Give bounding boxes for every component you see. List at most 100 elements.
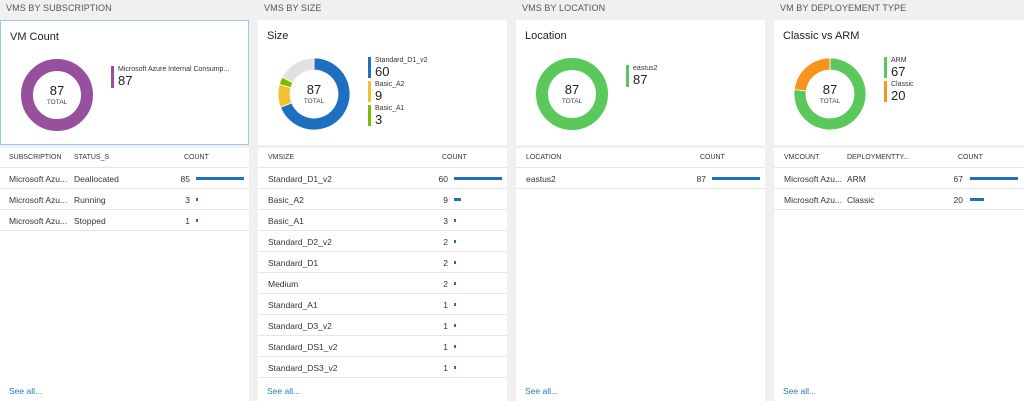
vmsize-cell: Basic_A1 xyxy=(268,216,304,226)
table-row[interactable]: Standard_D1_v2 60 xyxy=(258,168,507,189)
count-cell: 85 xyxy=(180,174,190,184)
tile-size[interactable]: Size 87 TOTAL Standard_D1_v2 60 Basic_A2… xyxy=(258,20,507,145)
header-location[interactable]: LOCATION xyxy=(526,154,562,161)
column-title: VMS BY SIZE xyxy=(264,3,322,13)
vmcount-cell: Microsoft Azu... xyxy=(784,174,843,184)
header-vmcount[interactable]: VMCOUNT xyxy=(784,154,820,161)
legend-item: eastus2 87 xyxy=(626,64,658,88)
legend: Standard_D1_v2 60 Basic_A2 9 Basic_A1 3 xyxy=(368,56,428,128)
see-all-link[interactable]: See all... xyxy=(267,386,301,396)
header-count[interactable]: COUNT xyxy=(700,154,725,161)
donut-chart xyxy=(278,58,350,130)
legend-value: 20 xyxy=(891,88,906,103)
donut-total: 87 xyxy=(49,82,65,98)
table-row[interactable]: Standard_A1 1 xyxy=(258,294,507,315)
tile-location[interactable]: Location 87 TOTAL eastus2 87 xyxy=(516,20,765,145)
donut-total-label: TOTAL xyxy=(561,97,583,105)
table-row[interactable]: Basic_A2 9 xyxy=(258,189,507,210)
legend-name: ARM xyxy=(891,57,907,64)
donut-segment xyxy=(536,58,608,130)
table-row[interactable]: Microsoft Azu... Running 3 xyxy=(0,189,249,210)
count-cell: 3 xyxy=(185,195,190,205)
column-title: VMS BY SUBSCRIPTION xyxy=(6,3,112,13)
tile-title: Size xyxy=(267,30,289,42)
header-subscription[interactable]: SUBSCRIPTION xyxy=(9,154,62,161)
column-title: VM BY DEPLOYEMENT TYPE xyxy=(780,3,907,13)
subscription-cell: Microsoft Azu... xyxy=(9,216,68,226)
table-row[interactable]: Basic_A1 3 xyxy=(258,210,507,231)
status-cell: Running xyxy=(74,195,106,205)
count-bar xyxy=(712,177,760,180)
column-vms-by-subscription: VMS BY SUBSCRIPTION VM Count 87 TOTAL Mi… xyxy=(0,0,249,401)
count-cell: 2 xyxy=(443,237,448,247)
vmsize-cell: Standard_A1 xyxy=(268,300,318,310)
header-deployment-type[interactable]: DEPLOYMENTTY... xyxy=(847,154,910,161)
legend-value: 87 xyxy=(118,73,133,88)
status-cell: Deallocated xyxy=(74,174,119,184)
header-count[interactable]: COUNT xyxy=(184,154,209,161)
header-vmsize[interactable]: VMSIZE xyxy=(268,154,295,161)
legend-name: Basic_A1 xyxy=(375,105,405,112)
count-bar xyxy=(454,219,456,222)
legend-item: ARM 67 xyxy=(884,56,914,80)
legend-swatch xyxy=(111,66,114,88)
count-bar xyxy=(454,177,502,180)
count-bar xyxy=(454,303,456,306)
table-row[interactable]: Standard_D3_v2 1 xyxy=(258,315,507,336)
legend-name: Basic_A2 xyxy=(375,81,405,88)
count-bar xyxy=(970,177,1018,180)
legend-swatch xyxy=(626,65,629,87)
legend-value: 87 xyxy=(633,72,648,87)
subscription-cell: Microsoft Azu... xyxy=(9,195,68,205)
donut-segment xyxy=(21,59,93,131)
donut-total: 87 xyxy=(822,81,838,97)
table-row[interactable]: Standard_D2_v2 2 xyxy=(258,231,507,252)
tile-vm-count[interactable]: VM Count 87 TOTAL Microsoft Azure Intern… xyxy=(0,20,249,145)
count-cell: 1 xyxy=(185,216,190,226)
header-count[interactable]: COUNT xyxy=(442,154,467,161)
legend-value: 9 xyxy=(375,88,383,103)
status-cell: Stopped xyxy=(74,216,106,226)
count-bar xyxy=(454,198,461,201)
donut-chart xyxy=(21,59,93,131)
table-row[interactable]: Microsoft Azu... Classic 20 xyxy=(774,189,1024,210)
count-bar xyxy=(454,324,456,327)
count-cell: 3 xyxy=(443,216,448,226)
table-row[interactable]: Standard_DS3_v2 1 xyxy=(258,357,507,378)
tile-title: Classic vs ARM xyxy=(783,30,860,42)
see-all-link[interactable]: See all... xyxy=(783,386,817,396)
donut-total-label: TOTAL xyxy=(46,98,68,106)
header-status[interactable]: STATUS_S xyxy=(74,154,110,161)
list-location: LOCATION COUNT eastus2 87 See all... xyxy=(516,148,765,401)
header-count[interactable]: COUNT xyxy=(958,154,983,161)
see-all-link[interactable]: See all... xyxy=(525,386,559,396)
donut-chart xyxy=(794,58,866,130)
table-row[interactable]: Medium 2 xyxy=(258,273,507,294)
column-vm-by-deployment-type: VM BY DEPLOYEMENT TYPE Classic vs ARM 87… xyxy=(774,0,1024,401)
table-row[interactable]: Microsoft Azu... Deallocated 85 xyxy=(0,168,249,189)
count-cell: 2 xyxy=(443,258,448,268)
donut-segment xyxy=(281,58,315,84)
list-header: LOCATION COUNT xyxy=(516,148,765,168)
count-cell: 87 xyxy=(696,174,706,184)
legend-swatch xyxy=(368,81,371,102)
list-subscription: SUBSCRIPTION STATUS_S COUNT Microsoft Az… xyxy=(0,148,249,401)
size-rows: Standard_D1_v2 60 Basic_A2 9 Basic_A1 3 Standa… xyxy=(258,168,507,378)
table-row[interactable]: Standard_DS1_v2 1 xyxy=(258,336,507,357)
table-row[interactable]: Microsoft Azu... ARM 67 xyxy=(774,168,1024,189)
see-all-link[interactable]: See all... xyxy=(9,386,43,396)
donut-segment xyxy=(280,58,350,130)
count-bar xyxy=(454,282,456,285)
tile-title: VM Count xyxy=(10,31,59,43)
count-bar xyxy=(454,261,456,264)
table-row[interactable]: Standard_D1 2 xyxy=(258,252,507,273)
count-bar xyxy=(196,177,244,180)
count-cell: 1 xyxy=(443,342,448,352)
donut-total-label: TOTAL xyxy=(303,97,325,105)
tile-classic-vs-arm[interactable]: Classic vs ARM 87 TOTAL ARM 67 Classic 2… xyxy=(774,20,1024,145)
legend-swatch xyxy=(368,105,371,126)
legend-item: Standard_D1_v2 60 xyxy=(368,56,428,80)
vmsize-cell: Standard_D1 xyxy=(268,258,319,268)
table-row[interactable]: Microsoft Azu... Stopped 1 xyxy=(0,210,249,231)
table-row[interactable]: eastus2 87 xyxy=(516,168,765,189)
